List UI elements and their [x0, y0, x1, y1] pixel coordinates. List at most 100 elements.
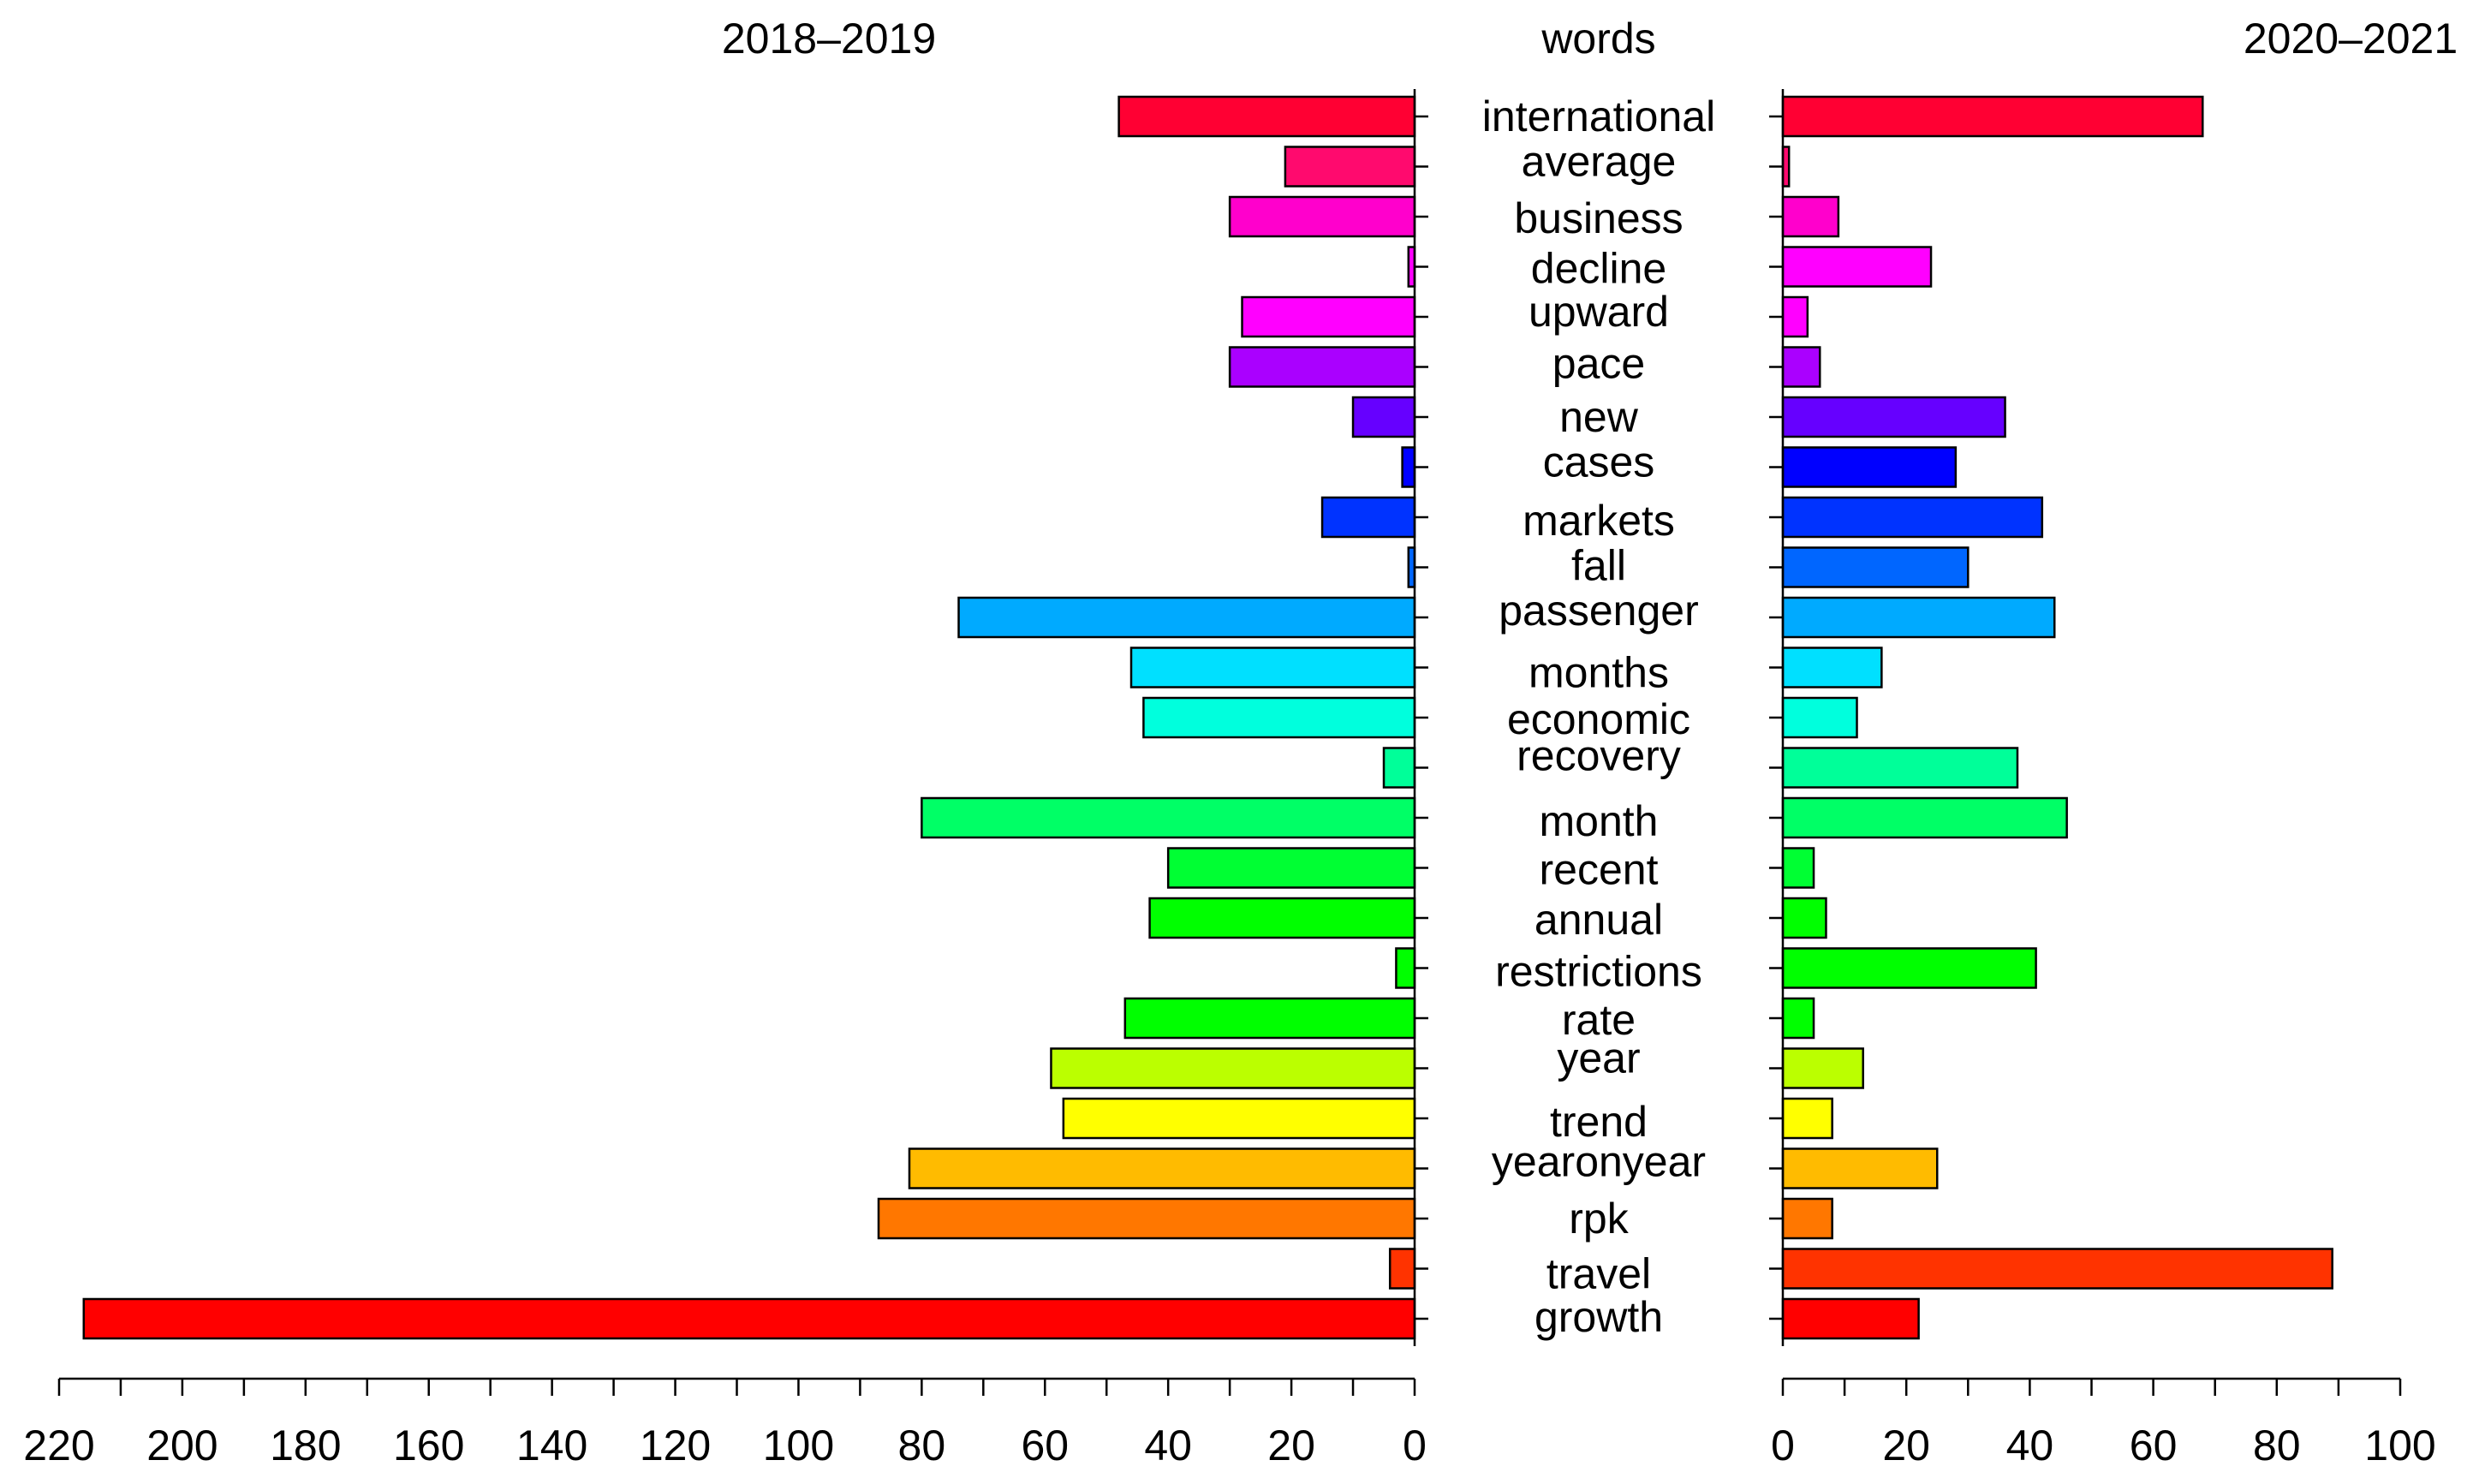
left-x-tick-label: 0	[1403, 1421, 1427, 1469]
right-bar-new	[1781, 396, 2006, 438]
left-bar-growth	[82, 1297, 1416, 1340]
left-x-tick-label: 160	[393, 1421, 464, 1469]
right-bars-group	[1781, 95, 2333, 1340]
right-bar-recovery	[1781, 747, 2019, 789]
left-bar-rate	[1123, 997, 1416, 1040]
word-label-rate: rate	[1562, 996, 1636, 1044]
left-x-axis: 0 20 40 60 80 100 120 140 160 180 200 220	[23, 1377, 1427, 1469]
left-x-tick-label: 60	[1021, 1421, 1069, 1469]
right-x-axis: 0 20 40 60 80 100	[1771, 1377, 2436, 1469]
word-label-month: month	[1540, 797, 1659, 845]
left-x-tick-label: 40	[1144, 1421, 1192, 1469]
word-label-upward: upward	[1529, 288, 1669, 336]
left-bar-year	[1050, 1047, 1416, 1089]
left-bar-rpk	[877, 1197, 1416, 1240]
left-bar-upward	[1241, 295, 1416, 338]
left-bar-annual	[1148, 897, 1416, 939]
left-x-tick-label: 120	[640, 1421, 711, 1469]
right-bar-growth	[1781, 1297, 1920, 1340]
word-label-decline: decline	[1531, 245, 1666, 293]
left-bar-recovery	[1382, 747, 1416, 789]
right-bar-cases	[1781, 446, 1958, 488]
left-x-tick-label: 100	[763, 1421, 834, 1469]
right-bar-months	[1781, 647, 1883, 688]
word-label-rpk: rpk	[1569, 1195, 1629, 1243]
right-bar-economic	[1781, 696, 1858, 739]
center-title: words	[1540, 15, 1655, 63]
right-bar-recent	[1781, 847, 1815, 889]
left-x-tick-label: 180	[270, 1421, 341, 1469]
left-bar-trend	[1062, 1097, 1416, 1140]
right-x-tick-label: 20	[1882, 1421, 1930, 1469]
right-bar-upward	[1781, 295, 1809, 338]
word-label-economic: economic	[1507, 695, 1690, 743]
left-x-tick-label: 200	[146, 1421, 218, 1469]
right-bar-pace	[1781, 346, 1821, 388]
right-x-tick-label: 40	[2006, 1421, 2054, 1469]
word-label-passenger: passenger	[1499, 587, 1699, 635]
word-label-business: business	[1514, 194, 1683, 242]
left-bar-international	[1117, 95, 1416, 138]
left-x-tick-label: 20	[1267, 1421, 1315, 1469]
left-bar-new	[1351, 396, 1416, 438]
left-bars-group	[82, 95, 1416, 1340]
right-bar-year	[1781, 1047, 1864, 1089]
left-bar-recent	[1166, 847, 1416, 889]
word-label-months: months	[1529, 649, 1669, 697]
word-label-recovery: recovery	[1517, 732, 1681, 780]
right-category-axis	[1769, 89, 1785, 1346]
right-panel-title: 2020–2021	[2244, 15, 2458, 63]
word-label-markets: markets	[1523, 497, 1675, 545]
left-bar-travel	[1388, 1248, 1416, 1290]
word-label-year: year	[1557, 1034, 1640, 1082]
left-bar-months	[1129, 647, 1416, 688]
left-bar-restrictions	[1395, 947, 1416, 989]
right-bar-fall	[1781, 546, 1970, 588]
right-x-tick-label: 60	[2130, 1421, 2178, 1469]
right-x-tick-label: 0	[1771, 1421, 1795, 1469]
left-x-tick-label: 220	[23, 1421, 94, 1469]
word-label-annual: annual	[1535, 896, 1663, 944]
right-bar-yearonyear	[1781, 1147, 1939, 1189]
right-bar-annual	[1781, 897, 1827, 939]
right-bar-travel	[1781, 1248, 2333, 1290]
word-label-recent: recent	[1540, 846, 1659, 894]
word-label-restrictions: restrictions	[1495, 948, 1702, 996]
right-bar-decline	[1781, 246, 1933, 288]
left-bar-month	[921, 796, 1416, 839]
left-x-tick-label: 80	[898, 1421, 946, 1469]
right-bar-business	[1781, 195, 1840, 238]
word-label-growth: growth	[1535, 1293, 1663, 1341]
left-bar-markets	[1320, 496, 1416, 539]
word-label-international: international	[1482, 92, 1715, 140]
word-label-trend: trend	[1550, 1098, 1648, 1146]
right-bar-passenger	[1781, 596, 2056, 639]
right-bar-restrictions	[1781, 947, 2037, 989]
right-x-tick-label: 100	[2364, 1421, 2435, 1469]
word-label-average: average	[1522, 138, 1677, 186]
right-bar-rate	[1781, 997, 1815, 1040]
right-bar-international	[1781, 95, 2204, 138]
word-label-pace: pace	[1552, 340, 1645, 388]
left-bar-pace	[1228, 346, 1416, 388]
left-bar-cases	[1401, 446, 1416, 488]
right-bar-trend	[1781, 1097, 1833, 1140]
left-x-tick-label: 140	[516, 1421, 587, 1469]
right-bar-rpk	[1781, 1197, 1833, 1240]
left-bar-passenger	[957, 596, 1416, 639]
right-x-tick-label: 80	[2253, 1421, 2301, 1469]
left-bar-average	[1284, 146, 1416, 188]
word-label-fall: fall	[1571, 542, 1626, 590]
word-label-cases: cases	[1543, 438, 1655, 486]
right-bar-month	[1781, 796, 2068, 839]
left-panel-title: 2018–2019	[722, 15, 936, 63]
word-label-new: new	[1559, 393, 1639, 441]
left-bar-yearonyear	[908, 1147, 1416, 1189]
word-label-yearonyear: yearonyear	[1492, 1138, 1706, 1186]
word-label-travel: travel	[1546, 1250, 1651, 1298]
left-category-axis	[1413, 89, 1428, 1346]
right-bar-markets	[1781, 496, 2044, 539]
left-bar-economic	[1142, 696, 1416, 739]
